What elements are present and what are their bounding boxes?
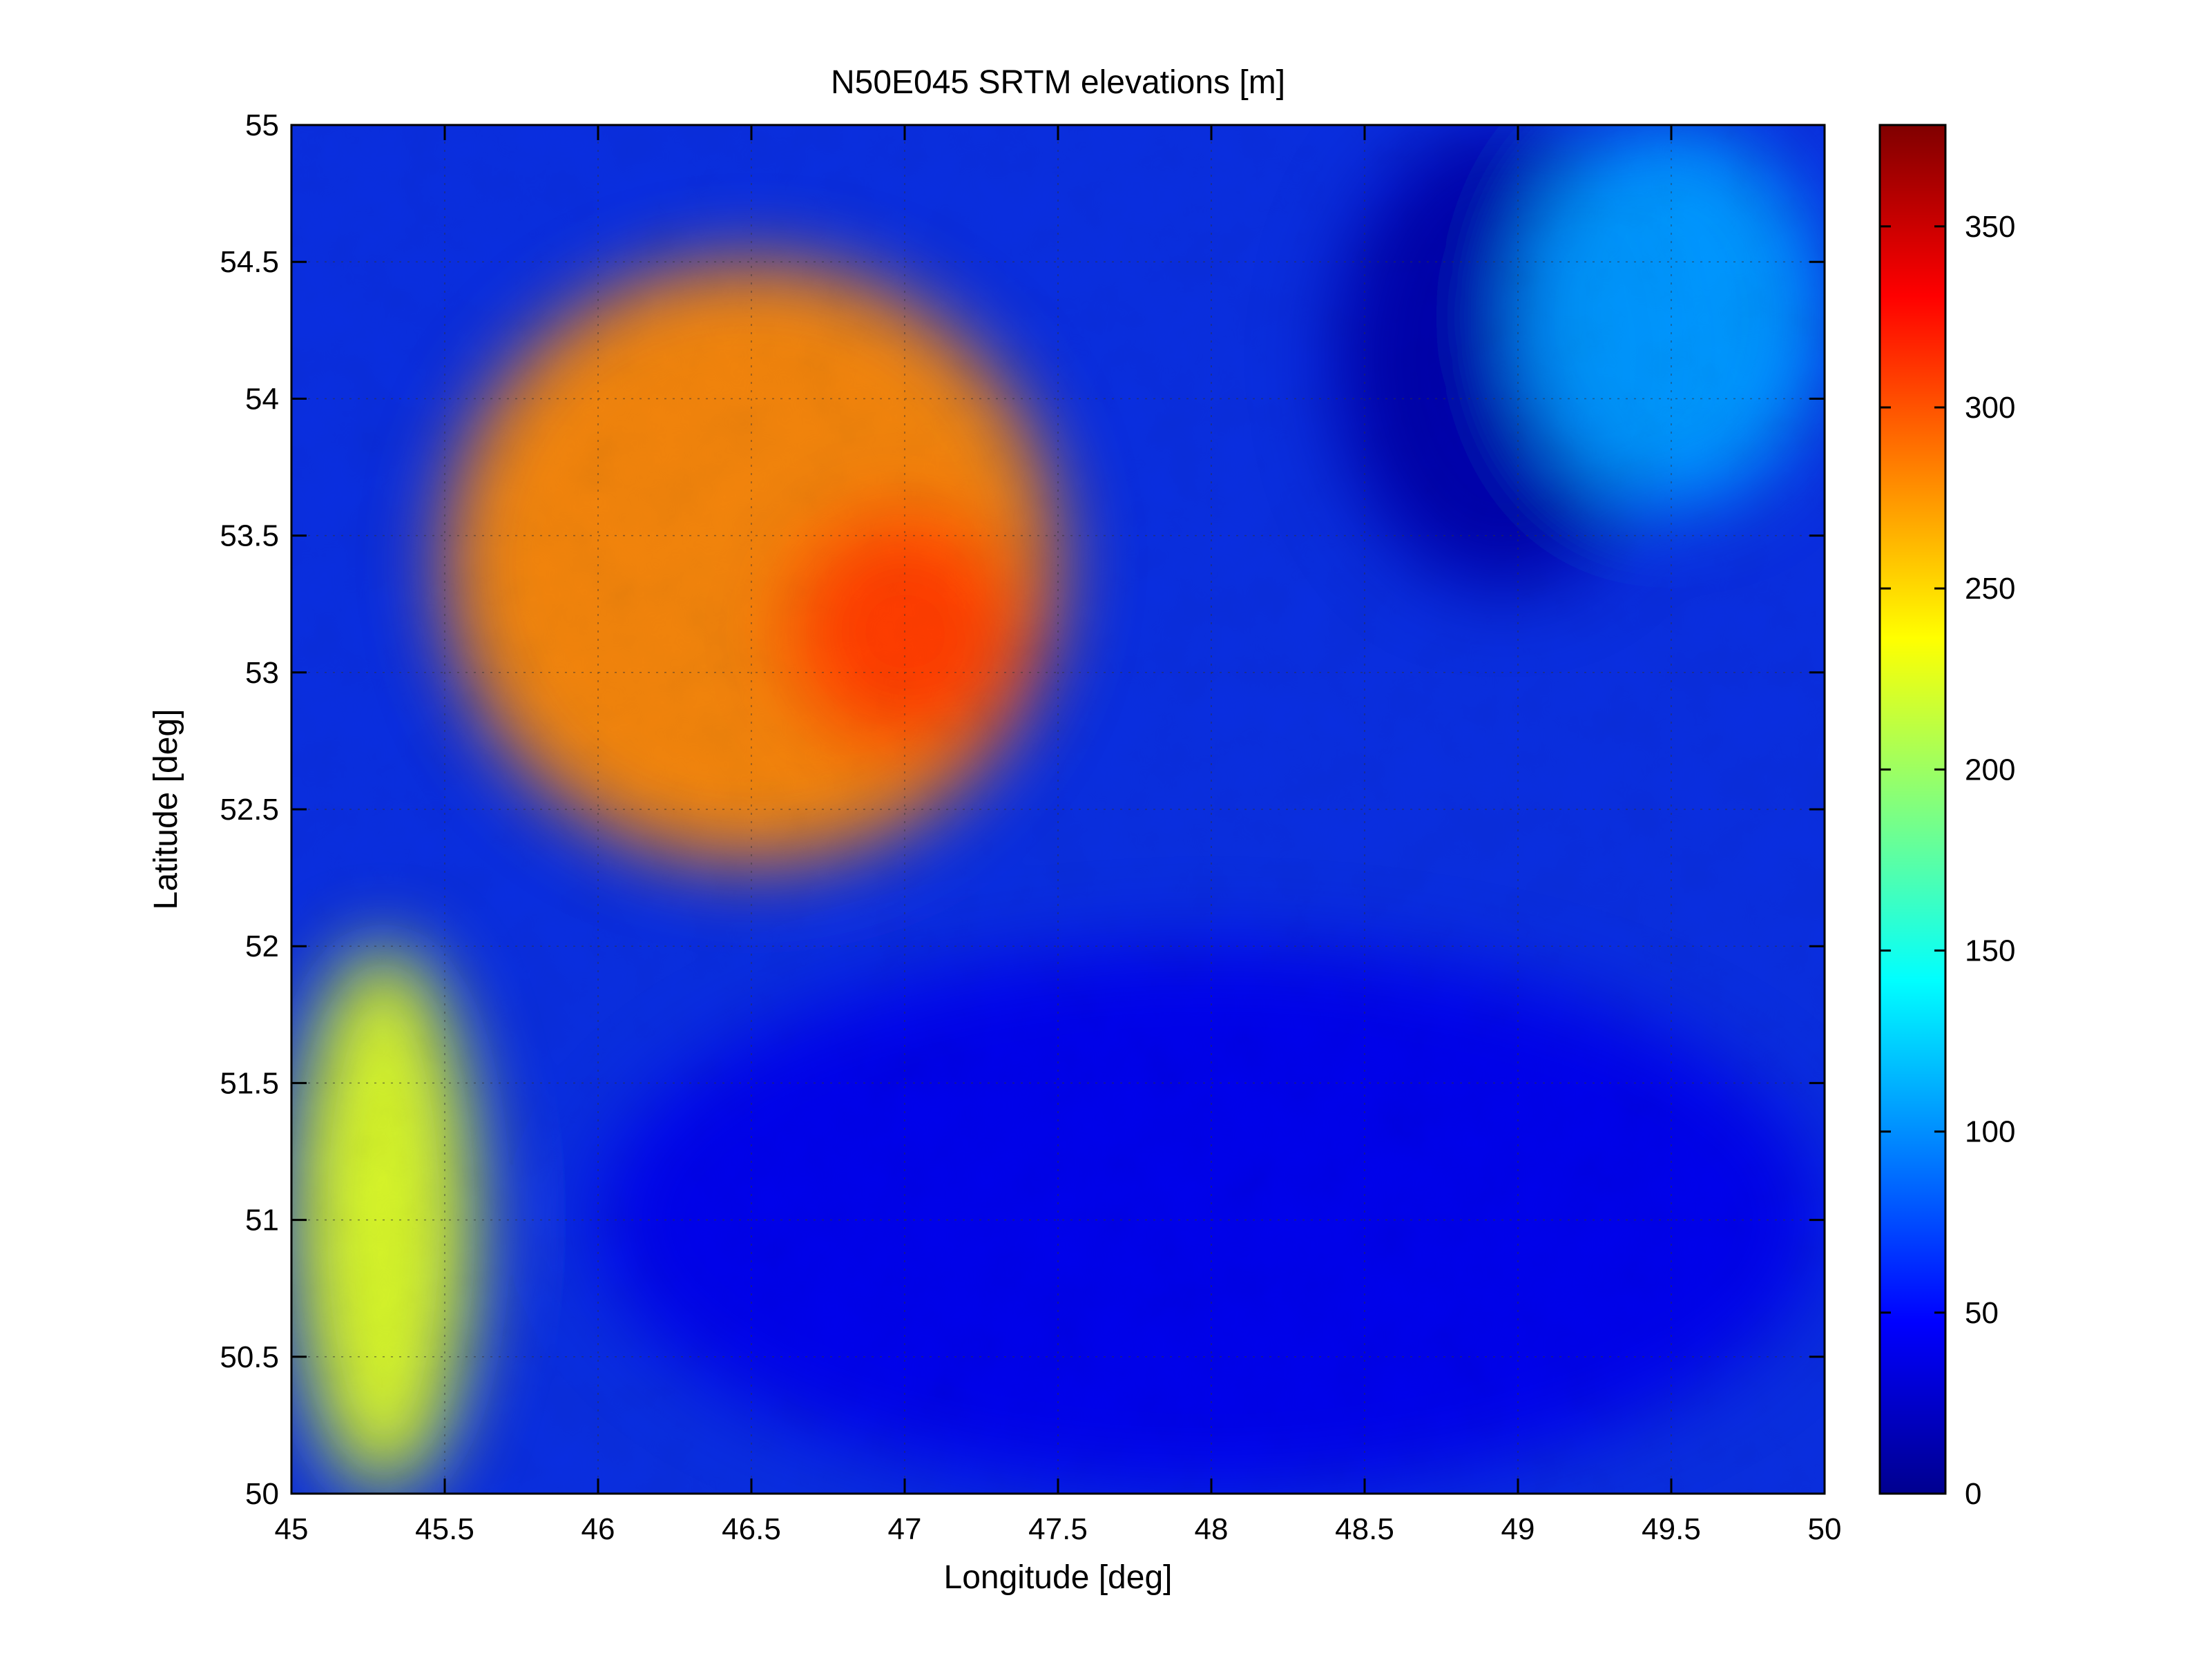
y-tick-label: 54.5 [220, 245, 279, 279]
colorbar: 0 50 100 150 200 250 300 350 [1878, 124, 2015, 1511]
x-tick-label: 47 [888, 1512, 922, 1546]
x-tick-label: 50 [1808, 1512, 1842, 1546]
x-axis-label: Longitude [deg] [944, 1559, 1173, 1596]
x-tick-label: 47.5 [1028, 1512, 1088, 1546]
colorbar-tick-label: 300 [1965, 391, 2015, 425]
x-tick-label: 45 [275, 1512, 309, 1546]
y-tick-label: 53.5 [220, 519, 279, 553]
y-tick-label: 55 [245, 108, 279, 142]
colorbar-ticks: 0 50 100 150 200 250 300 350 [1880, 210, 2015, 1511]
x-tick-label: 45.5 [415, 1512, 474, 1546]
colorbar-tick-label: 350 [1965, 210, 2015, 244]
y-axis-ticks: 50 50.5 51 51.5 52 52.5 53 53.5 54 54.5 55 [220, 108, 1825, 1511]
plot-area: 45 45.5 46 46.5 47 47.5 48 48.5 49 49.5 50 5050.55… [220, 108, 1841, 1546]
colorbar-tick-label: 200 [1965, 753, 2015, 787]
y-tick-label: 52.5 [220, 793, 279, 827]
x-tick-label: 49.5 [1642, 1512, 1701, 1546]
x-tick-label: 49 [1501, 1512, 1535, 1546]
colorbar-gradient [1878, 124, 1947, 1495]
y-tick-label: 50 [245, 1477, 279, 1511]
y-tick-label: 54 [245, 382, 279, 416]
colorbar-tick-label: 0 [1965, 1477, 1981, 1511]
colorbar-tick-label: 250 [1965, 572, 2015, 606]
y-axis-label: Latitude [deg] [148, 709, 184, 910]
colorbar-tick-label: 100 [1965, 1115, 2015, 1149]
chart-title: N50E045 SRTM elevations [m] [831, 64, 1285, 101]
elevation-heatmap [291, 125, 1825, 1494]
x-tick-label: 48.5 [1335, 1512, 1394, 1546]
x-tick-label: 48 [1195, 1512, 1229, 1546]
y-tick-label: 53 [245, 656, 279, 690]
x-axis-ticks: 45 45.5 46 46.5 47 47.5 48 48.5 49 49.5 50 [275, 125, 1842, 1546]
x-tick-label: 46.5 [722, 1512, 781, 1546]
y-tick-label: 51.5 [220, 1066, 279, 1100]
y-tick-label: 51 [245, 1204, 279, 1237]
x-tick-label: 46 [581, 1512, 615, 1546]
colorbar-tick-label: 50 [1965, 1296, 1999, 1330]
y-tick-label: 50.5 [220, 1340, 279, 1374]
colorbar-tick-label: 150 [1965, 934, 2015, 967]
y-tick-label: 52 [245, 929, 279, 963]
